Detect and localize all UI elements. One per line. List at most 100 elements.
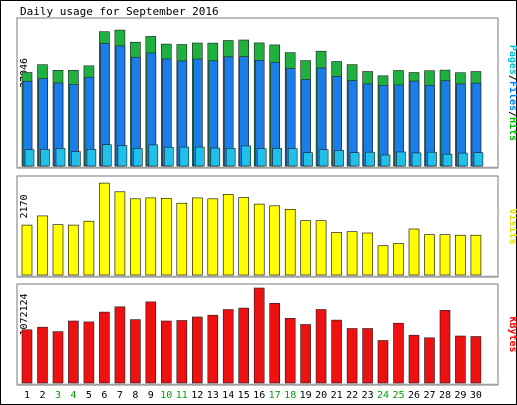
x-tick-label: 19 — [300, 390, 312, 401]
x-tick-label: 23 — [362, 390, 374, 401]
usage-legend-item: / — [507, 75, 517, 81]
x-tick-label: 15 — [238, 390, 250, 401]
usage-bar-pages-day-26 — [411, 152, 422, 167]
usage-bar-pages-day-5 — [86, 149, 97, 167]
kbytes-bar-kbytes-day-26 — [408, 334, 420, 384]
visits-bar-visits-day-27 — [424, 234, 435, 276]
usage-legend-item: / — [507, 111, 517, 117]
x-tick-label: 8 — [132, 390, 138, 401]
usage-bar-pages-day-22 — [349, 152, 360, 167]
kbytes-bar-kbytes-day-2 — [37, 326, 48, 384]
x-tick-label: 4 — [70, 390, 76, 401]
visits-bar-visits-day-26 — [408, 228, 420, 276]
x-tick-label: 29 — [454, 390, 466, 401]
usage-bar-pages-day-25 — [396, 151, 406, 167]
x-tick-label: 1 — [24, 390, 30, 401]
usage-legend-item: Files — [507, 81, 517, 111]
usage-bar-pages-day-19 — [303, 152, 313, 167]
kbytes-bar-kbytes-day-30 — [470, 336, 482, 384]
x-tick-label: 18 — [284, 390, 296, 401]
kbytes-bar-kbytes-day-12 — [192, 316, 203, 384]
visits-bar-visits-day-13 — [207, 198, 219, 276]
usage-bar-pages-day-12 — [195, 146, 205, 167]
visits-bar-visits-day-25 — [393, 243, 404, 276]
visits-bar-visits-day-16 — [253, 203, 265, 276]
usage-legend-item: Pages — [507, 45, 517, 75]
kbytes-bar-kbytes-day-10 — [161, 320, 172, 384]
usage-bar-pages-day-24 — [380, 154, 391, 167]
visits-bar-visits-day-21 — [331, 232, 342, 276]
visits-bar-visits-day-29 — [455, 234, 466, 276]
visits-bar-visits-day-7 — [114, 191, 126, 276]
x-tick-label: 7 — [117, 390, 123, 401]
usage-bar-pages-day-18 — [287, 148, 298, 167]
usage-bar-pages-day-1 — [24, 149, 35, 167]
x-tick-label: 28 — [439, 390, 451, 401]
kbytes-bar-kbytes-day-11 — [176, 320, 188, 384]
x-tick-label: 16 — [253, 390, 265, 401]
usage-bar-pages-day-17 — [272, 148, 283, 167]
visits-legend: Visits — [507, 208, 517, 244]
kbytes-bar-kbytes-day-5 — [83, 321, 95, 384]
x-tick-label: 20 — [315, 390, 327, 401]
usage-bar-pages-day-4 — [71, 151, 81, 167]
usage-bar-pages-day-16 — [256, 148, 267, 167]
visits-bar-visits-day-22 — [346, 231, 358, 276]
usage-legend: Pages/Files/Hits — [507, 45, 517, 141]
visits-bar-visits-day-5 — [83, 220, 95, 276]
usage-bar-files-day-28 — [440, 80, 451, 167]
usage-bar-pages-day-11 — [179, 146, 190, 167]
kbytes-bar-kbytes-day-14 — [222, 309, 234, 384]
usage-bar-pages-day-3 — [55, 148, 66, 167]
visits-bar-visits-day-11 — [176, 202, 188, 276]
usage-bar-pages-day-10 — [164, 146, 174, 167]
x-tick-label: 3 — [55, 390, 61, 401]
visits-bar-visits-day-10 — [161, 198, 172, 276]
visits-panel: 2170 Visits — [16, 175, 517, 278]
x-tick-label: 10 — [160, 390, 172, 401]
usage-bar-pages-day-29 — [458, 152, 468, 167]
x-tick-label: 12 — [191, 390, 203, 401]
kbytes-bar-kbytes-day-4 — [68, 320, 79, 384]
x-tick-label: 30 — [470, 390, 482, 401]
kbytes-bar-kbytes-day-13 — [207, 314, 219, 384]
usage-bar-pages-day-8 — [133, 148, 143, 167]
visits-bar-visits-day-1 — [21, 224, 33, 276]
x-tick-label: 9 — [148, 390, 154, 401]
visits-bar-visits-day-14 — [222, 194, 234, 276]
kbytes-legend: KBytes — [507, 316, 517, 352]
kbytes-bar-kbytes-day-17 — [269, 302, 281, 384]
kbytes-bar-kbytes-day-3 — [52, 331, 64, 384]
kbytes-bar-kbytes-day-25 — [393, 322, 404, 384]
x-tick-label: 13 — [207, 390, 219, 401]
visits-bar-visits-day-24 — [377, 245, 389, 276]
x-tick-label: 24 — [377, 390, 389, 401]
kbytes-bar-kbytes-day-18 — [284, 317, 296, 384]
kbytes-bar-kbytes-day-1 — [21, 329, 33, 384]
usage-bar-pages-day-28 — [442, 153, 453, 167]
visits-bar-visits-day-12 — [192, 197, 203, 276]
kbytes-panel: 1072124 KBytes — [16, 283, 517, 386]
visits-bar-visits-day-9 — [145, 197, 157, 276]
kbytes-bar-kbytes-day-29 — [455, 335, 466, 384]
x-tick-label: 5 — [86, 390, 92, 401]
kbytes-bar-kbytes-day-23 — [362, 328, 373, 384]
usage-bar-pages-day-23 — [365, 151, 375, 167]
visits-bar-visits-day-2 — [37, 215, 48, 276]
kbytes-bar-kbytes-day-27 — [424, 337, 435, 384]
usage-bar-pages-day-9 — [148, 144, 159, 167]
usage-bar-files-day-24 — [378, 85, 389, 167]
x-axis-labels: 1 2 3 4 5 6 7 8 9 10 11 12 13 14 15 16 17 18 19 20 21 22 23 24 2… — [24, 390, 482, 401]
usage-bar-pages-day-2 — [40, 149, 50, 167]
kbytes-bar-kbytes-day-16 — [253, 287, 265, 384]
x-tick-label: 2 — [39, 390, 45, 401]
kbytes-bar-kbytes-day-22 — [346, 328, 358, 384]
chart-panels: 37046Pages/Files/Hits 2170 Visits 1072124 KB… — [16, 17, 517, 386]
kbytes-bar-kbytes-day-8 — [130, 319, 141, 384]
kbytes-bar-kbytes-day-19 — [300, 324, 311, 384]
usage-bar-pages-day-6 — [102, 144, 112, 167]
usage-legend-item: Hits — [507, 117, 517, 141]
visits-bar-visits-day-3 — [52, 224, 64, 276]
chart-title: Daily usage for September 2016 — [20, 5, 219, 18]
